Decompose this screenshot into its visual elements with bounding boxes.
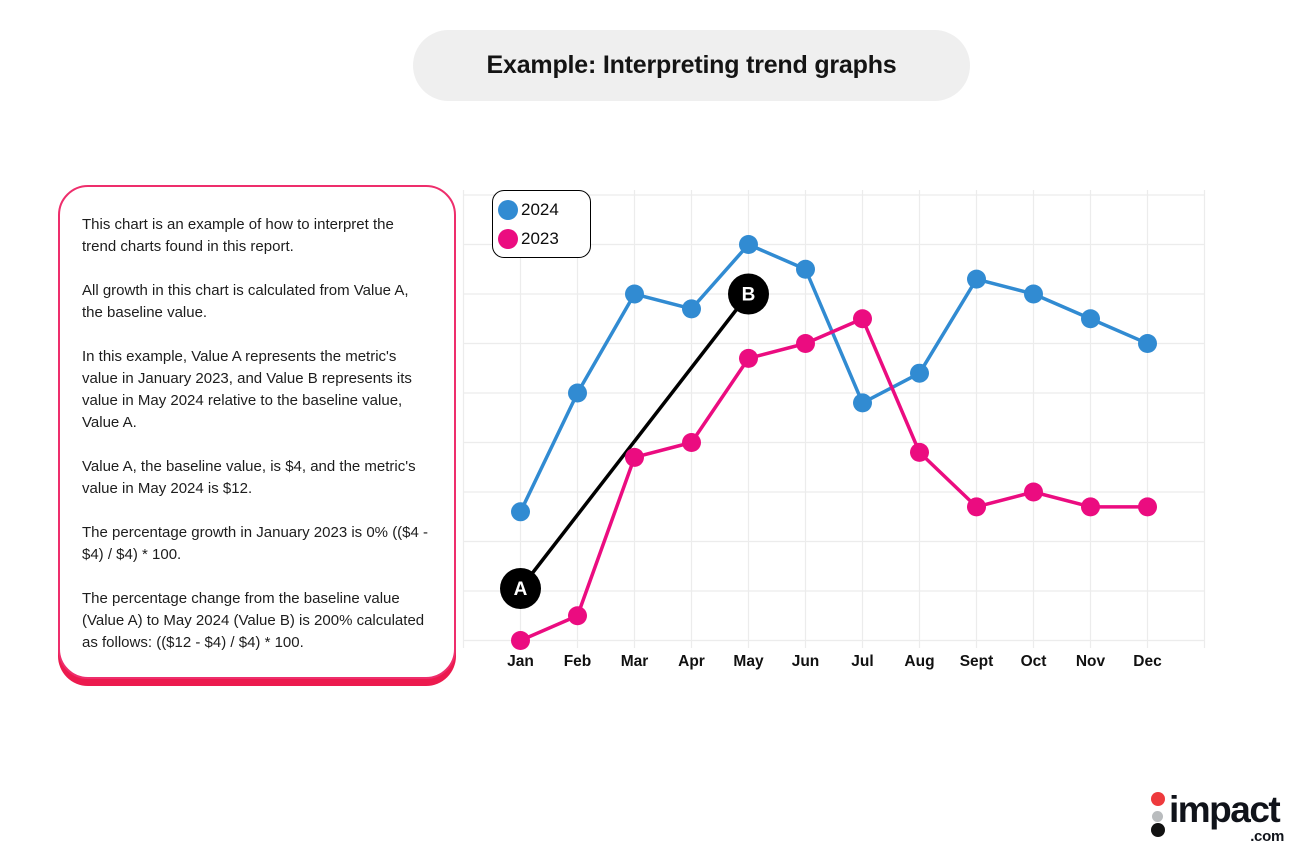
info-panel: This chart is an example of how to inter… xyxy=(58,185,456,679)
data-point-2024-Feb xyxy=(568,383,587,403)
x-axis-label-Mar: Mar xyxy=(621,653,649,670)
logo-black-dot-icon xyxy=(1150,823,1165,837)
data-point-2024-Oct xyxy=(1024,284,1043,304)
data-point-2023-Apr xyxy=(682,433,701,452)
panel-paragraph-2: All growth in this chart is calculated f… xyxy=(82,282,409,321)
x-axis-label-Jul: Jul xyxy=(851,653,873,670)
page-title: Example: Interpreting trend graphs xyxy=(486,51,897,79)
page-title-pill: Example: Interpreting trend graphs xyxy=(413,30,970,101)
legend-dot-2023-icon xyxy=(498,228,518,249)
data-point-2023-Oct xyxy=(1024,482,1043,502)
legend-dot-2024-icon xyxy=(498,199,518,220)
chart-legend: 2024 2023 xyxy=(492,190,591,258)
data-point-2024-Jan xyxy=(511,502,530,522)
logo-wordmark: impact xyxy=(1169,789,1281,830)
legend-item-2023: 2023 xyxy=(498,228,590,249)
data-point-2023-Feb xyxy=(568,606,587,626)
impact-logo-mark-icon xyxy=(1150,792,1165,840)
legend-item-2024: 2024 xyxy=(498,199,590,220)
data-point-2024-Aug xyxy=(910,363,929,383)
data-point-2024-Mar xyxy=(625,284,644,304)
legend-label-2023: 2023 xyxy=(521,228,559,248)
logo-red-dot-icon xyxy=(1150,792,1165,806)
data-point-2024-Jul xyxy=(853,393,872,413)
data-point-2023-Nov xyxy=(1081,497,1100,517)
series-line-2024 xyxy=(518,242,1150,514)
data-point-2023-Mar xyxy=(625,447,644,467)
data-point-2023-Aug xyxy=(910,442,929,462)
data-point-2023-Jul xyxy=(853,309,872,329)
panel-paragraph-4: Value A, the baseline value, is $4, and … xyxy=(82,458,416,497)
x-axis-label-Sept: Sept xyxy=(960,653,994,670)
x-axis-label-Dec: Dec xyxy=(1133,653,1162,670)
x-axis-label-Aug: Aug xyxy=(904,653,934,670)
annotation-circle-A xyxy=(500,568,541,609)
logo-suffix: .com xyxy=(1250,828,1284,845)
panel-paragraph-6: The percentage change from the baseline … xyxy=(82,590,425,651)
x-axis-label-May: May xyxy=(733,653,764,670)
data-point-2023-Jun xyxy=(796,334,815,353)
x-axis-label-Apr: Apr xyxy=(678,653,705,670)
data-point-2024-Nov xyxy=(1081,309,1100,329)
data-point-2024-Dec xyxy=(1138,334,1157,353)
data-point-2023-Sept xyxy=(967,497,986,517)
impact-logo: impact .com xyxy=(1146,786,1286,856)
annotation-circle-B xyxy=(728,273,769,315)
data-point-2023-May xyxy=(739,348,758,368)
legend-label-2024: 2024 xyxy=(521,199,559,219)
data-point-2023-Jan xyxy=(511,631,530,650)
data-point-2024-Sept xyxy=(967,269,986,289)
panel-paragraph-3: In this example, Value A represents the … xyxy=(82,348,412,431)
data-point-2024-Apr xyxy=(682,299,701,319)
data-point-2023-Dec xyxy=(1138,497,1157,517)
panel-paragraph-1: This chart is an example of how to inter… xyxy=(82,216,394,255)
x-axis-label-Jun: Jun xyxy=(792,653,820,670)
x-axis-label-Nov: Nov xyxy=(1076,653,1106,670)
x-axis-label-Oct: Oct xyxy=(1021,653,1047,670)
annotation-label-A: A xyxy=(514,579,528,600)
panel-paragraph-5: The percentage growth in January 2023 is… xyxy=(82,524,429,563)
baseline-connector-line xyxy=(519,292,750,590)
annotation-label-B: B xyxy=(742,285,756,306)
x-axis-label-Jan: Jan xyxy=(507,653,534,670)
logo-gray-dot-icon xyxy=(1152,811,1163,822)
series-line-2023 xyxy=(518,317,1150,643)
x-axis-label-Feb: Feb xyxy=(564,653,592,670)
data-point-2024-May xyxy=(739,235,758,254)
data-point-2024-Jun xyxy=(796,259,815,279)
